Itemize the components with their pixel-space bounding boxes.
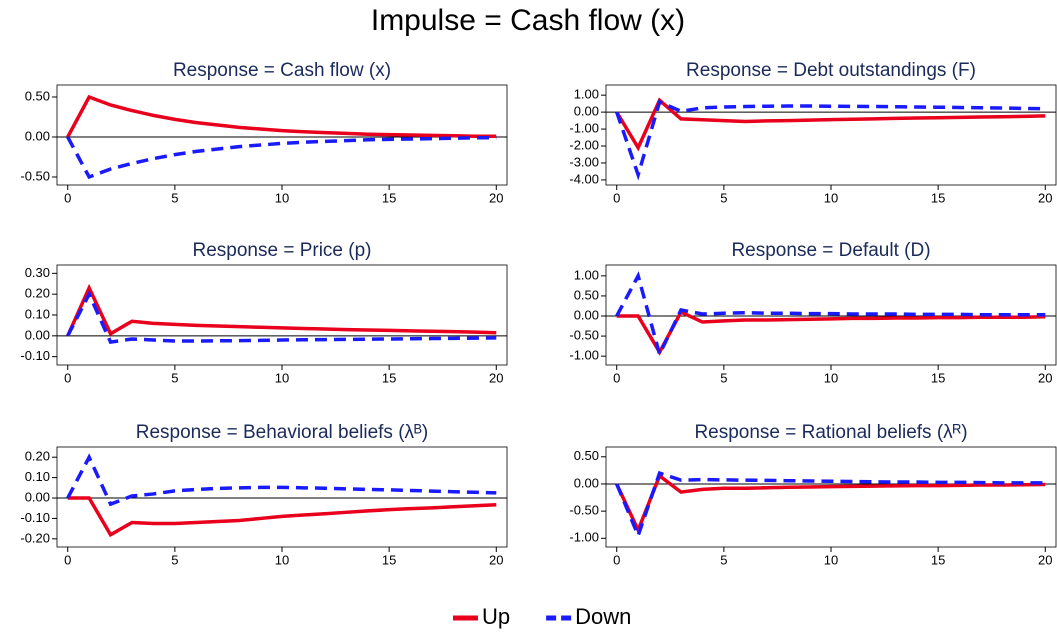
series-line [66, 290, 497, 345]
x-tick-label: 5 [720, 552, 727, 567]
y-tick-label: -0.10 [20, 348, 50, 363]
x-tick-label: 15 [382, 552, 396, 567]
series-line [66, 283, 497, 337]
y-tick-label: 0.00 [25, 327, 50, 342]
y-tick-label: 0.00 [25, 128, 50, 143]
x-tick-label: 20 [1038, 370, 1052, 385]
y-tick-label: -1.00 [569, 348, 599, 363]
series-line [616, 309, 1046, 356]
y-tick-label: 1.00 [574, 267, 599, 282]
x-tick-label: 20 [489, 552, 503, 567]
panel-title: Response = Cash flow (x) [173, 60, 391, 81]
y-tick-label: 0.10 [25, 306, 50, 321]
y-tick-label: 0.00 [574, 475, 599, 490]
panel-title: Response = Behavioral beliefs (λᴮ) [136, 422, 429, 443]
x-tick-label: 5 [720, 190, 727, 205]
x-tick-label: 0 [64, 552, 71, 567]
y-tick-label: 0.20 [25, 286, 50, 301]
x-tick-label: 15 [382, 190, 396, 205]
y-tick-label: 0.00 [574, 104, 599, 119]
y-tick-label: -0.20 [20, 530, 50, 545]
x-tick-label: 20 [1038, 190, 1052, 205]
x-tick-label: 20 [489, 370, 503, 385]
x-tick-label: 10 [824, 370, 838, 385]
y-tick-label: -4.00 [569, 171, 599, 186]
y-tick-label: -0.50 [569, 328, 599, 343]
x-tick-label: 0 [613, 370, 620, 385]
x-tick-label: 0 [64, 190, 71, 205]
x-tick-label: 0 [613, 190, 620, 205]
x-tick-label: 15 [931, 370, 945, 385]
y-tick-label: -0.10 [20, 510, 50, 525]
y-tick-label: 0.10 [25, 469, 50, 484]
plot-frame [56, 264, 508, 366]
x-tick-label: 10 [824, 552, 838, 567]
y-tick-label: 0.00 [574, 307, 599, 322]
x-tick-label: 5 [171, 370, 178, 385]
series-line [615, 97, 1046, 152]
x-tick-label: 15 [931, 552, 945, 567]
series-line [66, 94, 497, 138]
series-line [615, 470, 1046, 541]
series-line [615, 271, 1046, 360]
x-tick-label: 15 [931, 190, 945, 205]
x-tick-label: 10 [275, 552, 289, 567]
y-tick-label: 0.50 [574, 287, 599, 302]
y-tick-label: 0.30 [25, 265, 50, 280]
panel-title: Response = Debt outstandings (F) [686, 60, 976, 81]
x-tick-label: 10 [824, 190, 838, 205]
y-tick-label: 1.00 [574, 87, 599, 102]
y-tick-label: -3.00 [569, 154, 599, 169]
series-line [67, 496, 497, 538]
x-tick-label: 0 [64, 370, 71, 385]
panel-title: Response = Rational beliefs (λᴿ) [694, 422, 967, 443]
series-line [66, 453, 497, 507]
x-tick-label: 10 [275, 190, 289, 205]
x-tick-label: 20 [489, 190, 503, 205]
y-tick-label: 0.50 [25, 88, 50, 103]
series-line [615, 99, 1046, 181]
y-tick-label: 0.50 [574, 448, 599, 463]
y-tick-label: -0.50 [569, 503, 599, 518]
main-title: Impulse = Cash flow (x) [371, 4, 685, 37]
y-tick-label: 0.00 [25, 489, 50, 504]
series-line [66, 136, 497, 180]
x-tick-label: 0 [613, 552, 620, 567]
x-tick-label: 10 [275, 370, 289, 385]
x-tick-label: 20 [1038, 552, 1052, 567]
panel-title: Response = Default (D) [731, 240, 930, 261]
x-tick-label: 5 [171, 190, 178, 205]
y-tick-label: -1.00 [569, 530, 599, 545]
y-tick-label: -1.00 [569, 121, 599, 136]
plot-frame [605, 446, 1057, 548]
x-tick-label: 15 [382, 370, 396, 385]
y-tick-label: -0.50 [20, 168, 50, 183]
plot-frame [56, 446, 508, 548]
legend-label: Up [482, 604, 510, 629]
y-tick-label: 0.20 [25, 449, 50, 464]
panel-title: Response = Price (p) [193, 240, 372, 261]
legend-label: Down [575, 604, 631, 629]
series-line [615, 473, 1046, 535]
x-tick-label: 5 [720, 370, 727, 385]
x-tick-label: 5 [171, 552, 178, 567]
plot-frame [605, 84, 1057, 186]
y-tick-label: -2.00 [569, 137, 599, 152]
